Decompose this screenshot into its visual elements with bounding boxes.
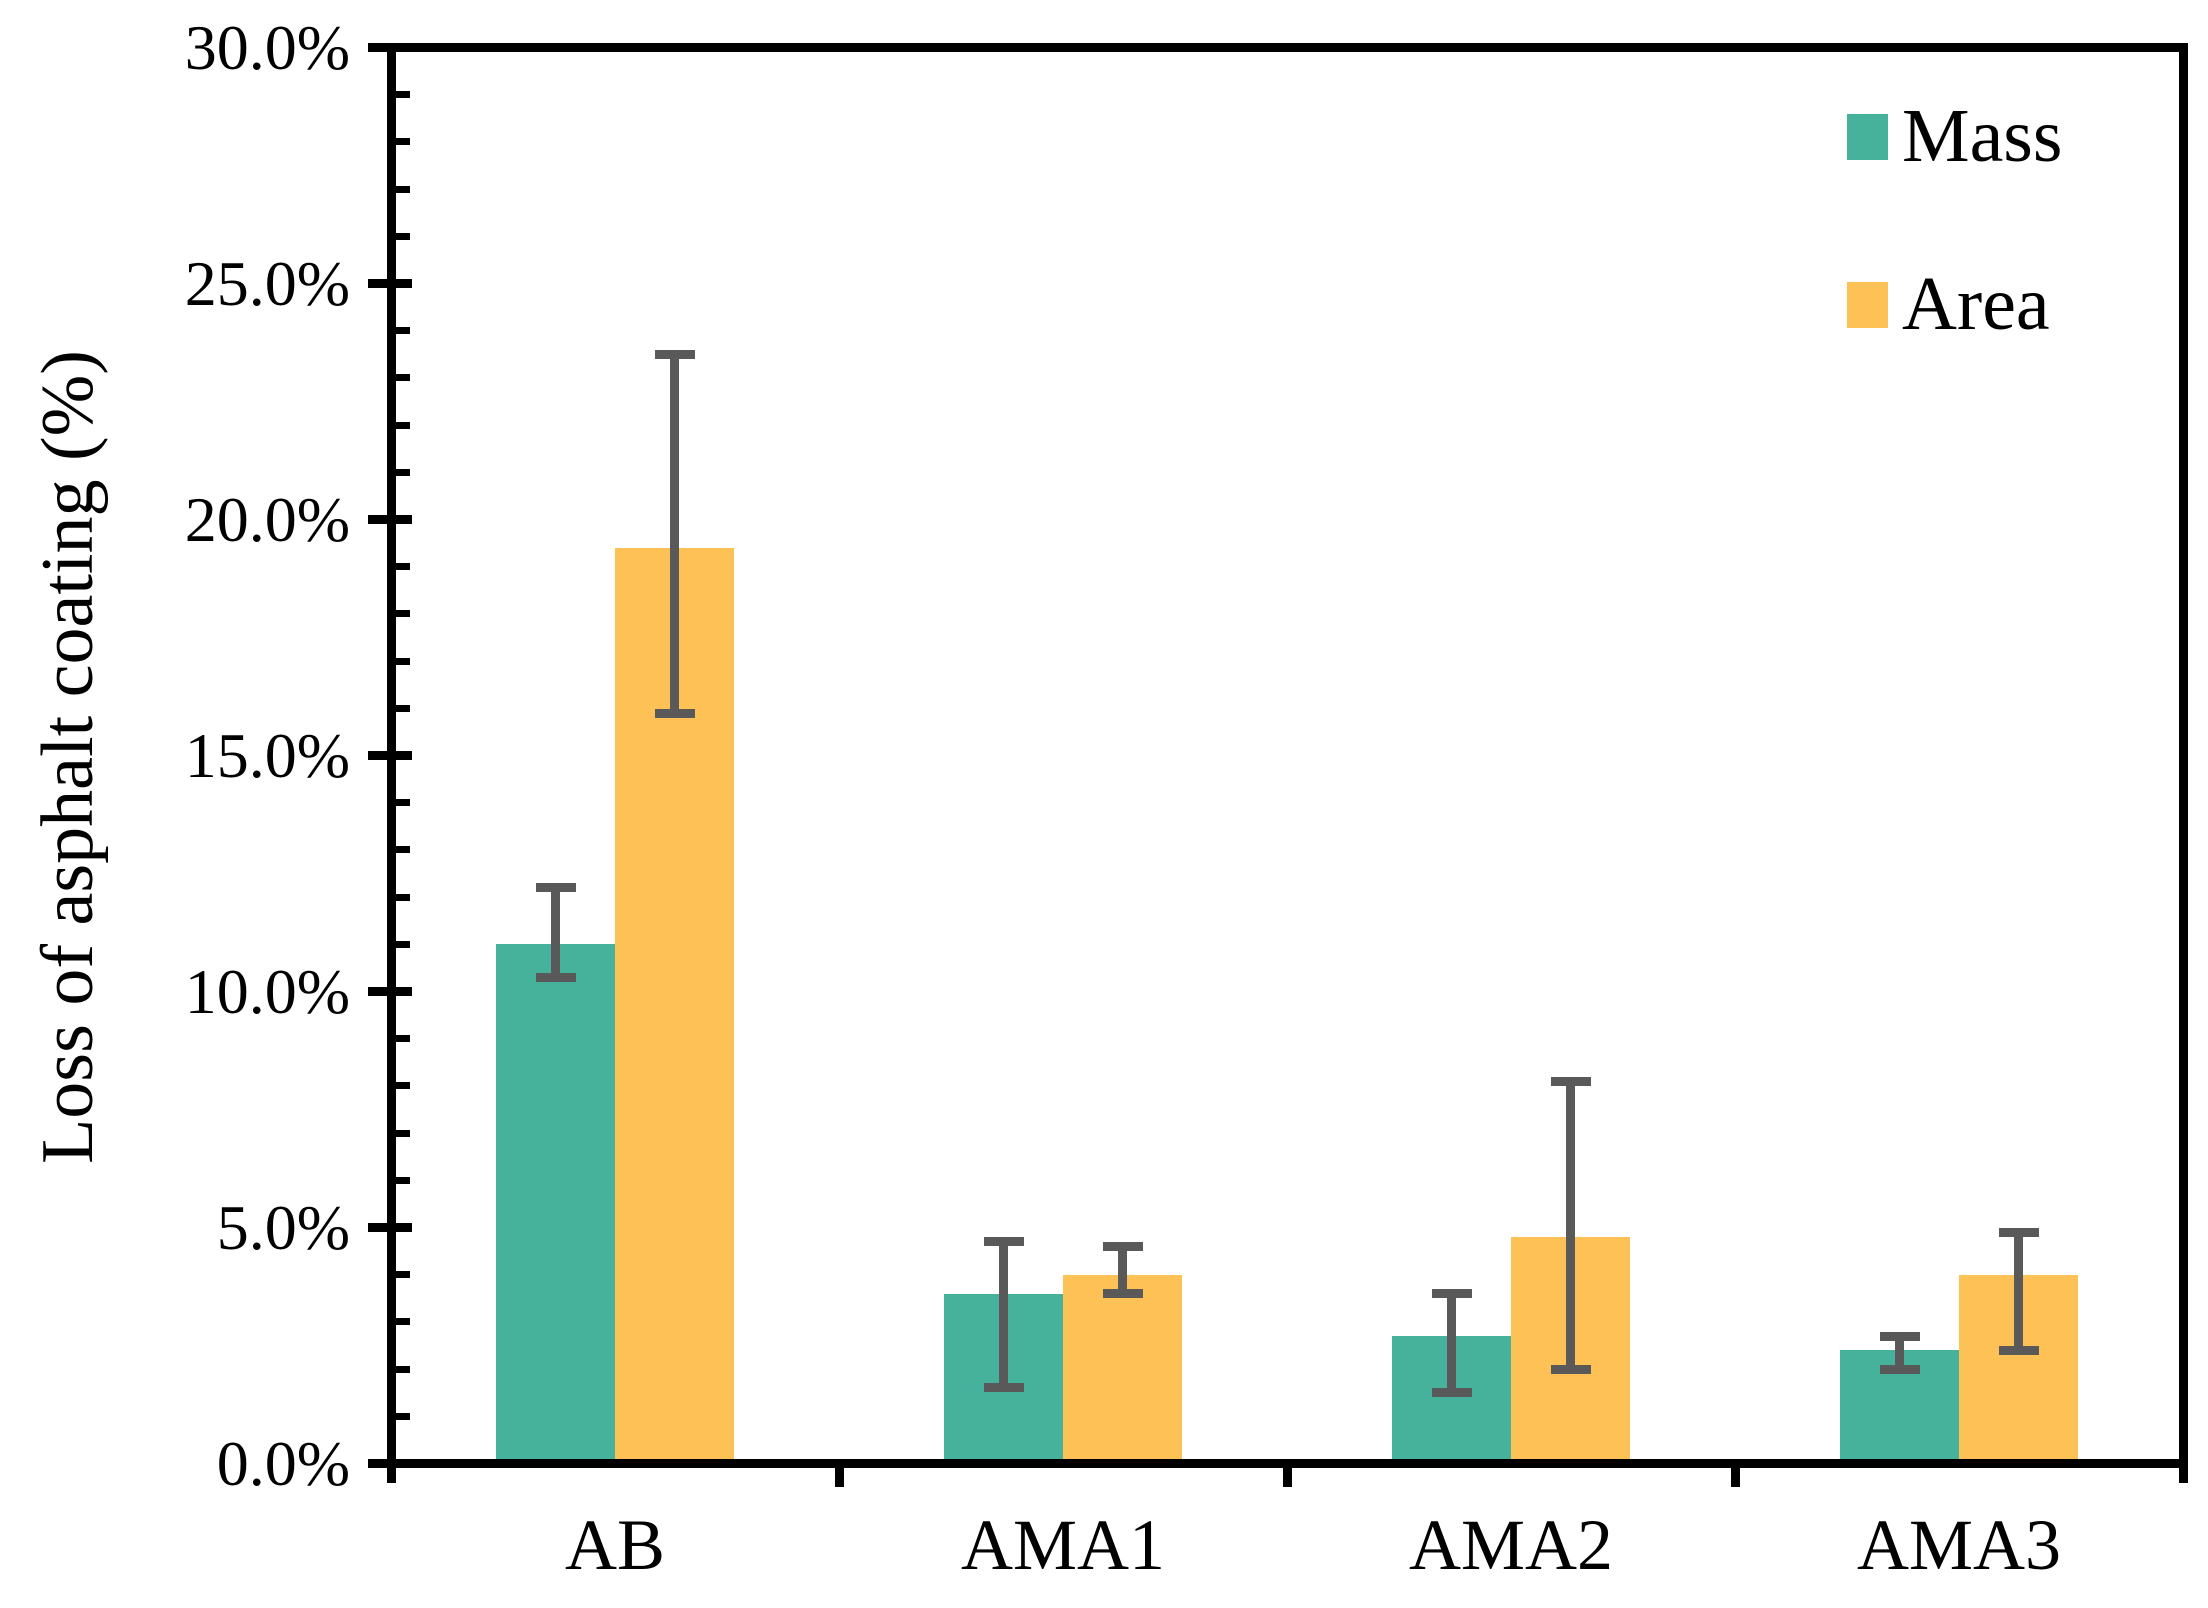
error-bar-area-ama2-cap-top [1550,1076,1591,1086]
error-bar-mass-ama1-line [999,1241,1008,1388]
y-minor-tick [395,1271,410,1279]
y-major-tick [368,1459,412,1468]
y-minor-tick [395,421,410,429]
y-minor-tick [395,1176,410,1184]
error-bar-mass-ama3-cap-top [1879,1331,1920,1341]
y-minor-tick [395,610,410,618]
y-tick-label: 20.0% [184,483,350,555]
legend-label-area: Area [1902,262,2050,346]
error-bar-mass-ama3-line [1895,1336,1904,1370]
error-bar-mass-ama1-cap-top [983,1237,1024,1247]
y-minor-tick [395,1365,410,1373]
bar-area-ama1 [1063,1274,1182,1459]
x-category-label: AB [564,1505,666,1585]
error-bar-area-ama1-cap-bottom [1102,1289,1143,1299]
plot-border-bottom [386,1459,2188,1468]
bar-mass-ab [496,944,615,1459]
error-bar-mass-ama3-cap-bottom [1879,1364,1920,1374]
y-minor-tick [395,185,410,193]
x-boundary-tick [1730,1468,1740,1487]
x-category-label: AMA3 [1856,1505,2061,1585]
y-minor-tick [395,893,410,901]
y-tick-label: 30.0% [184,11,350,83]
error-bar-area-ama3-line [2014,1232,2023,1351]
x-category-label: AMA1 [960,1505,1165,1585]
legend-item-mass: Mass [1840,52,2200,222]
error-bar-area-ama2-line [1566,1081,1575,1370]
y-minor-tick [395,1318,410,1326]
y-tick-label: 10.0% [184,955,350,1027]
error-bar-area-ama1-cap-top [1102,1241,1143,1251]
error-bar-mass-ab-cap-top [535,883,576,893]
y-minor-tick [395,846,410,854]
error-bar-area-ab-cap-bottom [654,708,695,718]
y-minor-tick [395,374,410,382]
x-boundary-tick [1282,1468,1292,1487]
legend-label-mass: Mass [1902,94,2063,178]
legend-swatch-mass [1847,114,1888,160]
y-minor-tick [395,657,410,665]
y-minor-tick [395,1035,410,1043]
error-bar-mass-ab-line [551,887,560,978]
error-bar-mass-ab-cap-bottom [535,972,576,982]
x-boundary-tick [834,1468,844,1487]
plot-border-left [386,43,396,1483]
y-minor-tick [395,563,410,571]
y-minor-tick [395,704,410,712]
y-minor-tick [395,1129,410,1137]
y-major-tick [368,987,412,996]
y-minor-tick [395,1082,410,1090]
y-minor-tick [395,138,410,146]
y-major-tick [368,279,412,288]
y-minor-tick [395,327,410,335]
error-bar-mass-ama1-cap-bottom [983,1383,1024,1393]
legend-item-area: Area [1840,220,2200,390]
y-tick-label: 5.0% [216,1191,350,1263]
y-minor-tick [395,91,410,99]
error-bar-mass-ama2-line [1447,1293,1456,1393]
y-major-tick [368,43,412,52]
y-tick-label: 15.0% [184,719,350,791]
error-bar-area-ama3-cap-bottom [1998,1345,2039,1355]
y-major-tick [368,751,412,760]
y-minor-tick [395,232,410,240]
error-bar-area-ama2-cap-bottom [1550,1364,1591,1374]
error-bar-area-ama3-cap-top [1998,1227,2039,1237]
y-major-tick [368,1223,412,1232]
plot-border-top [386,43,2188,52]
y-minor-tick [395,799,410,807]
x-category-label: AMA2 [1408,1505,1613,1585]
y-minor-tick [395,940,410,948]
y-minor-tick [395,468,410,476]
plot-border-right [2178,43,2188,1483]
error-bar-area-ab-cap-top [654,349,695,359]
legend-swatch-area [1847,282,1888,328]
y-tick-label: 0.0% [216,1427,350,1499]
error-bar-mass-ama2-cap-top [1431,1289,1472,1299]
error-bar-area-ama1-line [1118,1246,1127,1294]
y-major-tick [368,515,412,524]
error-bar-area-ab-line [670,354,679,714]
error-bar-mass-ama2-cap-bottom [1431,1388,1472,1398]
y-tick-label: 25.0% [184,247,350,319]
y-minor-tick [395,1412,410,1420]
